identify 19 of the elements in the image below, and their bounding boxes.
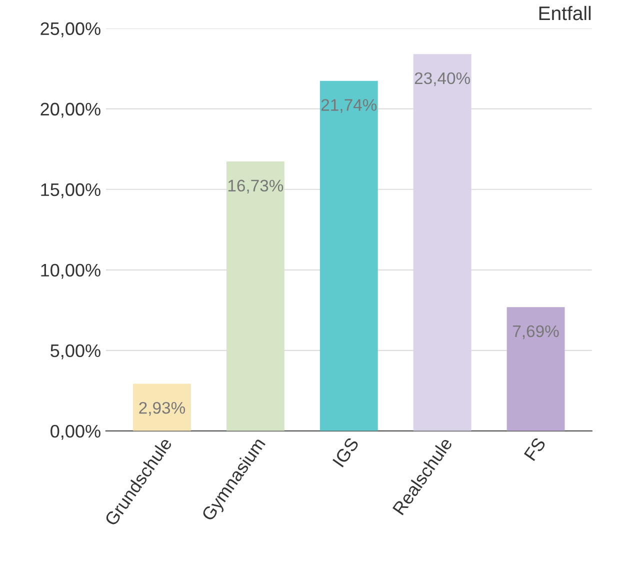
- chart-title: Entfall: [539, 6, 591, 20]
- y-tick-label: 5,00%: [50, 344, 100, 360]
- y-tick-label: 10,00%: [41, 264, 100, 279]
- y-tick-label: 25,00%: [40, 22, 100, 38]
- x-tick-label: IGS: [332, 436, 360, 468]
- bar: [506, 307, 565, 431]
- data-label: 23,40%: [414, 72, 470, 86]
- data-label: 7,69%: [513, 325, 559, 340]
- data-label: 16,73%: [228, 180, 284, 194]
- x-tick-label: FS: [524, 436, 546, 462]
- bar: [413, 54, 472, 431]
- y-tick-label: 20,00%: [40, 102, 100, 118]
- data-label: 21,74%: [321, 99, 377, 113]
- bar: [226, 162, 284, 431]
- data-label: 2,93%: [139, 402, 186, 416]
- y-tick-label: 15,00%: [41, 183, 100, 198]
- bar: [320, 80, 378, 431]
- y-tick-label: 0,00%: [50, 424, 100, 440]
- bar: [133, 384, 191, 431]
